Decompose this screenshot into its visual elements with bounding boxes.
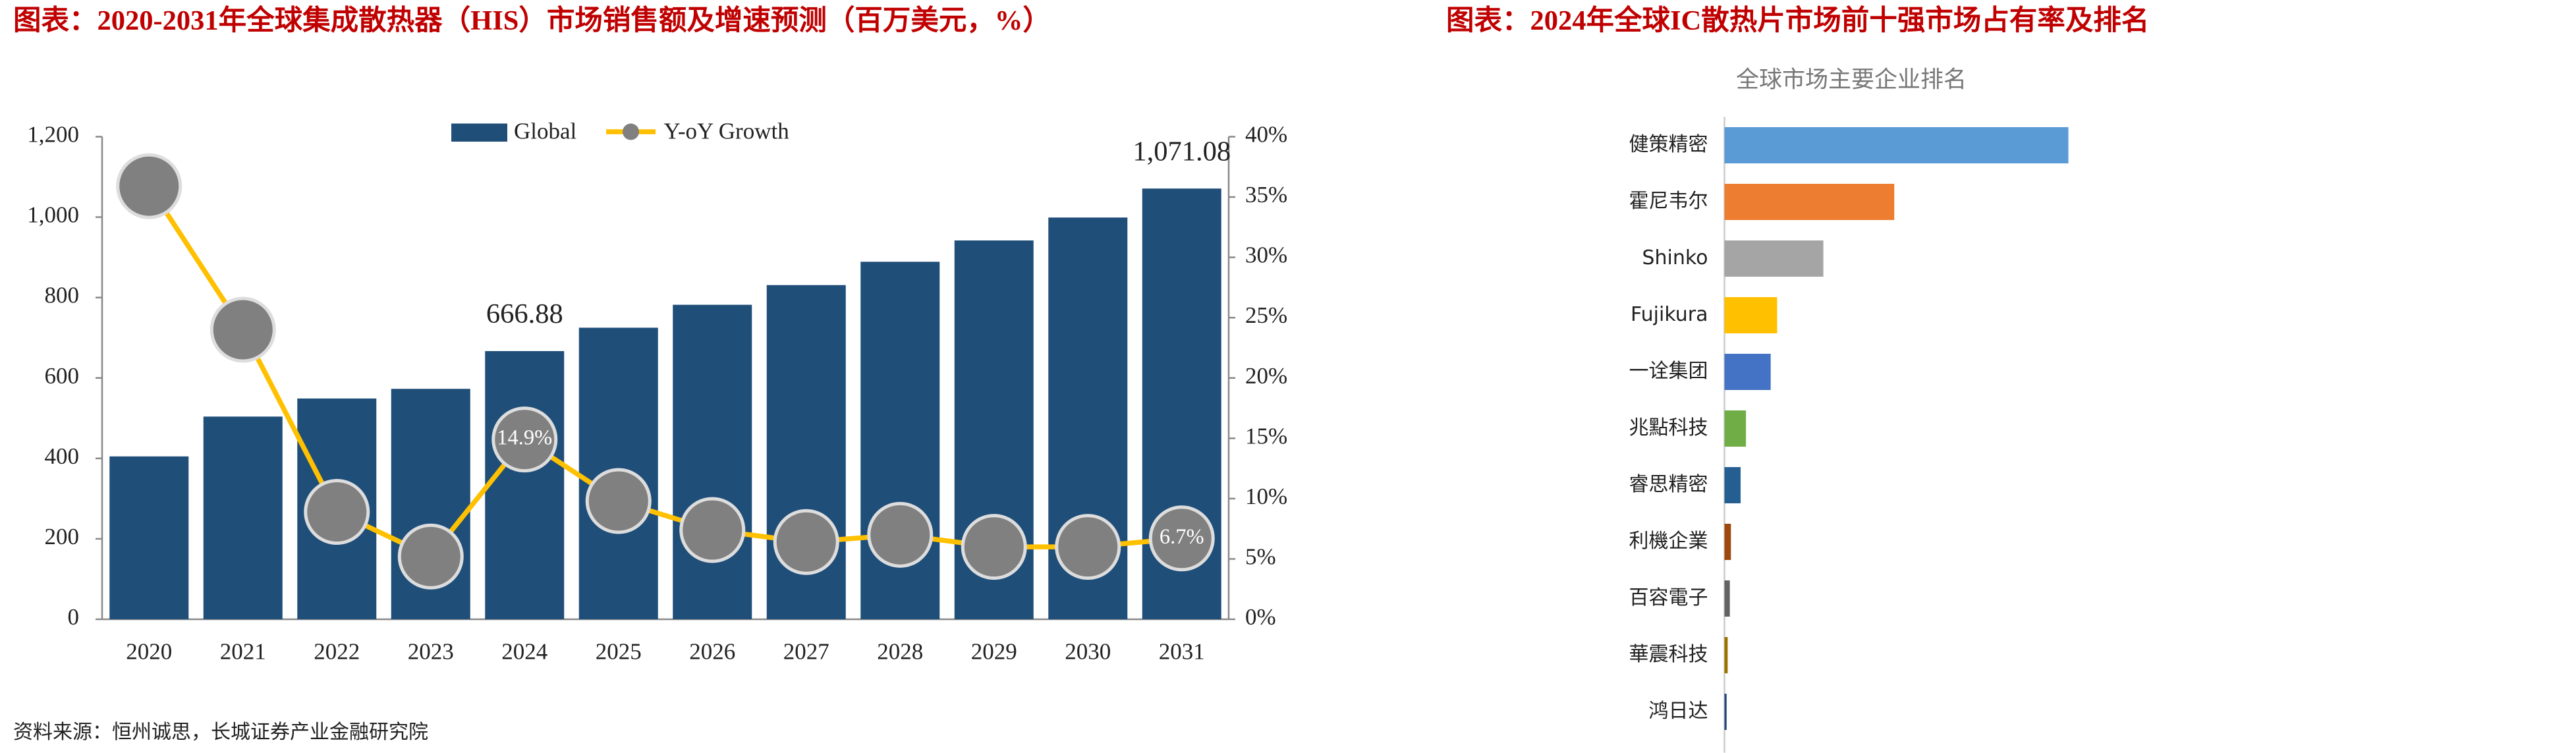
y-tick-label: 一诠集团 [1629,360,1708,383]
x-tick-label: 2021 [220,639,266,665]
y-tick-label: 霍尼韦尔 [1629,190,1708,213]
point [1148,505,1215,572]
y-tick-label: 800 [45,283,79,308]
bar [1724,184,1895,220]
y-tick-label: Shinko [1642,246,1708,269]
x-tick-label: 2028 [877,639,923,665]
point [679,497,746,563]
y-tick-label: 1,200 [27,122,79,148]
y2-tick-label: 20% [1245,363,1287,389]
bar [673,304,752,619]
x-tick-label: 2026 [689,639,735,665]
bar [1724,580,1730,617]
bar [1724,240,1824,277]
x-tick-label: 2030 [1065,639,1111,665]
x-tick-label: 2024 [501,639,547,665]
point [304,479,370,545]
point [397,523,464,590]
bar [1724,467,1741,503]
y2-tick-label: 0% [1245,604,1276,630]
y-tick-label: Fujikura [1631,303,1708,326]
y2-tick-label: 25% [1245,302,1287,328]
source-note: 资料来源：恒州诚思，长城证券产业金融研究院 [13,721,428,744]
x-tick-label: 2029 [971,639,1017,665]
chart-title: 图表：2020-2031年全球集成散热器（HIS）市场销售额及增速预测（百万美元… [13,5,1051,36]
chart-title: 图表：2024年全球IC散热片市场前十强市场占有率及排名 [1446,5,2149,36]
bar [203,416,283,619]
y2-tick-label: 35% [1245,182,1287,208]
legend-swatch [451,123,508,142]
bar [1724,524,1731,560]
x-tick-label: 2023 [408,639,454,665]
y-tick-label: 兆點科技 [1629,416,1708,439]
data-label: 6.7% [1160,525,1204,549]
y-tick-label: 600 [45,363,79,389]
point [585,468,652,534]
y-tick-label: 百容電子 [1629,586,1708,609]
y-tick-label: 健策精密 [1629,133,1708,156]
point [210,296,276,363]
chart-subtitle: 全球市场主要企业排名 [1736,67,1967,94]
y-tick-label: 400 [45,443,79,469]
point [867,501,934,568]
x-tick-label: 2031 [1159,639,1205,665]
bar [1724,636,1728,673]
point [773,509,839,575]
y-tick-label: 華震科技 [1629,643,1708,666]
bar [485,350,565,619]
point [961,514,1027,580]
y2-tick-label: 40% [1245,122,1287,148]
x-tick-label: 2027 [783,639,829,665]
y2-tick-label: 10% [1245,484,1287,509]
x-tick-label: 2025 [596,639,642,665]
bar [1724,410,1747,447]
data-label: 666.88 [486,298,563,329]
data-label: 14.9% [497,426,552,450]
bar [1724,354,1771,390]
y2-tick-label: 15% [1245,423,1287,449]
y-tick-label: 鸿日达 [1649,700,1708,723]
legend-label: Global [514,119,577,144]
x-tick-label: 2020 [126,639,172,665]
bar [1724,296,1778,333]
bar [1724,694,1727,730]
y2-tick-label: 30% [1245,242,1287,268]
legend-swatch [623,123,639,140]
x-tick-label: 2022 [314,639,360,665]
y-tick-label: 利機企業 [1629,530,1708,553]
y-tick-label: 睿思精密 [1629,473,1708,496]
legend-label: Y-oY Growth [664,119,790,144]
y-tick-label: 200 [45,524,79,549]
point [116,153,182,219]
point [491,406,558,473]
point [1055,514,1121,580]
bar [1724,126,2069,163]
y-tick-label: 0 [68,604,80,630]
data-label: 1,071.08 [1133,136,1231,167]
y2-tick-label: 5% [1245,544,1276,569]
y-tick-label: 1,000 [27,202,79,228]
bar [109,456,189,619]
